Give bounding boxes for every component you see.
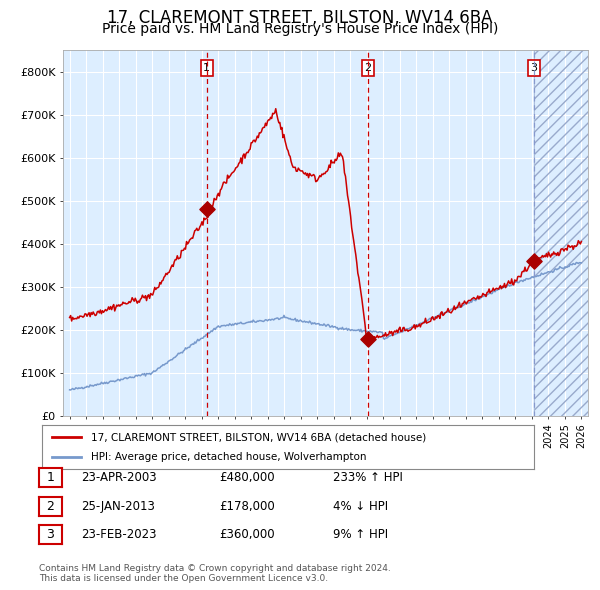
Text: 17, CLAREMONT STREET, BILSTON, WV14 6BA (detached house): 17, CLAREMONT STREET, BILSTON, WV14 6BA …	[91, 432, 427, 442]
Text: Contains HM Land Registry data © Crown copyright and database right 2024.
This d: Contains HM Land Registry data © Crown c…	[39, 563, 391, 583]
Text: 2: 2	[364, 63, 371, 73]
Text: HPI: Average price, detached house, Wolverhampton: HPI: Average price, detached house, Wolv…	[91, 452, 367, 461]
Text: Price paid vs. HM Land Registry's House Price Index (HPI): Price paid vs. HM Land Registry's House …	[102, 22, 498, 36]
Text: 4% ↓ HPI: 4% ↓ HPI	[333, 500, 388, 513]
Text: 3: 3	[530, 63, 538, 73]
Text: £480,000: £480,000	[219, 471, 275, 484]
Point	[202, 205, 212, 214]
Point	[529, 256, 539, 266]
Text: 17, CLAREMONT STREET, BILSTON, WV14 6BA: 17, CLAREMONT STREET, BILSTON, WV14 6BA	[107, 9, 493, 27]
Text: 25-JAN-2013: 25-JAN-2013	[81, 500, 155, 513]
Text: £178,000: £178,000	[219, 500, 275, 513]
Bar	[534, 50, 590, 416]
Text: 3: 3	[46, 528, 55, 541]
Text: 1: 1	[203, 63, 210, 73]
Text: 9% ↑ HPI: 9% ↑ HPI	[333, 528, 388, 541]
Bar	[534, 50, 590, 416]
Point	[363, 335, 373, 344]
Text: £360,000: £360,000	[219, 528, 275, 541]
Text: 1: 1	[46, 471, 55, 484]
Text: 2: 2	[46, 500, 55, 513]
Text: 23-APR-2003: 23-APR-2003	[81, 471, 157, 484]
Text: 233% ↑ HPI: 233% ↑ HPI	[333, 471, 403, 484]
Text: 23-FEB-2023: 23-FEB-2023	[81, 528, 157, 541]
